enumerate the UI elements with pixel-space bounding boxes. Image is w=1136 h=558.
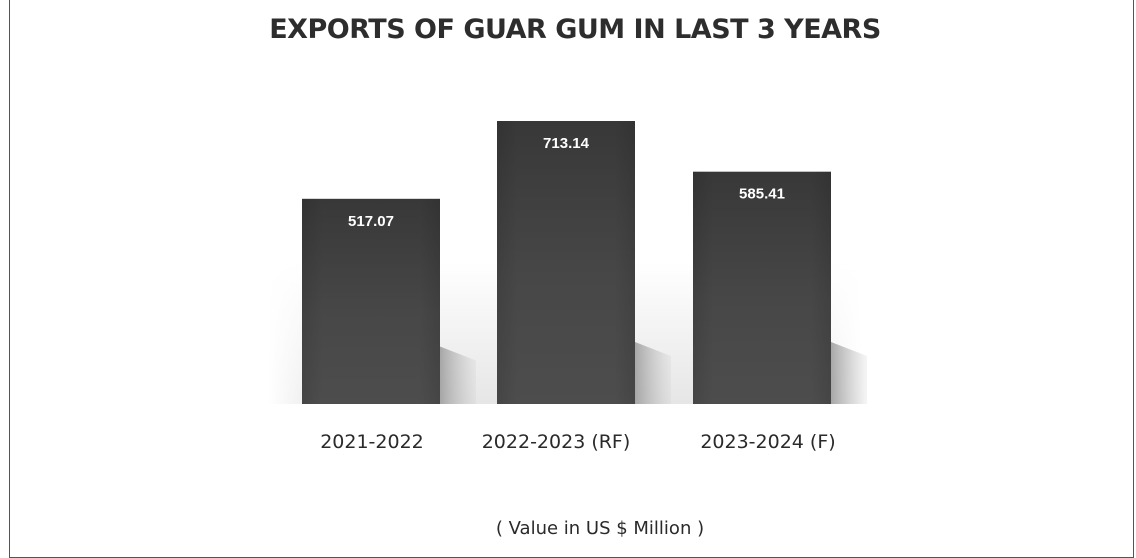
bar-shadow [635,342,671,404]
category-label: 2023-2024 (F) [700,431,835,453]
category-labels: 2021-2022 2022-2023 (RF) 2023-2024 (F) [320,431,835,453]
bar-value-label: 517.07 [348,213,394,230]
bar-value-label: 585.41 [739,186,785,203]
category-label: 2021-2022 [320,431,424,453]
bar-sheen [302,198,440,404]
chart-title: EXPORTS OF GUAR GUM IN LAST 3 YEARS [269,14,881,45]
unit-note: ( Value in US $ Million ) [495,518,705,539]
bar-sheen [497,121,635,404]
bar-shadow [831,342,867,404]
bar-sheen [693,171,831,404]
bars [302,121,831,404]
bar-shadow [440,346,476,404]
category-label: 2022-2023 (RF) [482,431,631,453]
bar-shadows [440,342,867,404]
value-labels: 517.07 713.14 585.41 [348,135,785,230]
bar-value-label: 713.14 [543,135,590,152]
